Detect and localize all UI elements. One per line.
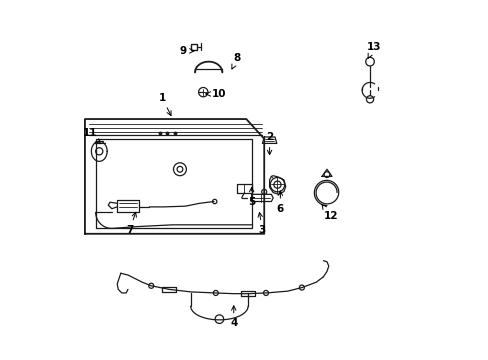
Text: 7: 7 [126, 212, 136, 235]
Text: 13: 13 [366, 42, 380, 58]
Text: 11: 11 [83, 129, 100, 143]
Text: 9: 9 [180, 46, 194, 56]
Text: 12: 12 [322, 204, 337, 221]
Text: 8: 8 [231, 53, 241, 69]
Text: 1: 1 [158, 93, 171, 116]
Text: 10: 10 [205, 89, 226, 99]
Text: 2: 2 [265, 132, 273, 154]
Text: 3: 3 [258, 212, 265, 235]
Text: 4: 4 [229, 306, 237, 328]
Text: 6: 6 [276, 191, 284, 214]
Text: 5: 5 [247, 188, 255, 207]
